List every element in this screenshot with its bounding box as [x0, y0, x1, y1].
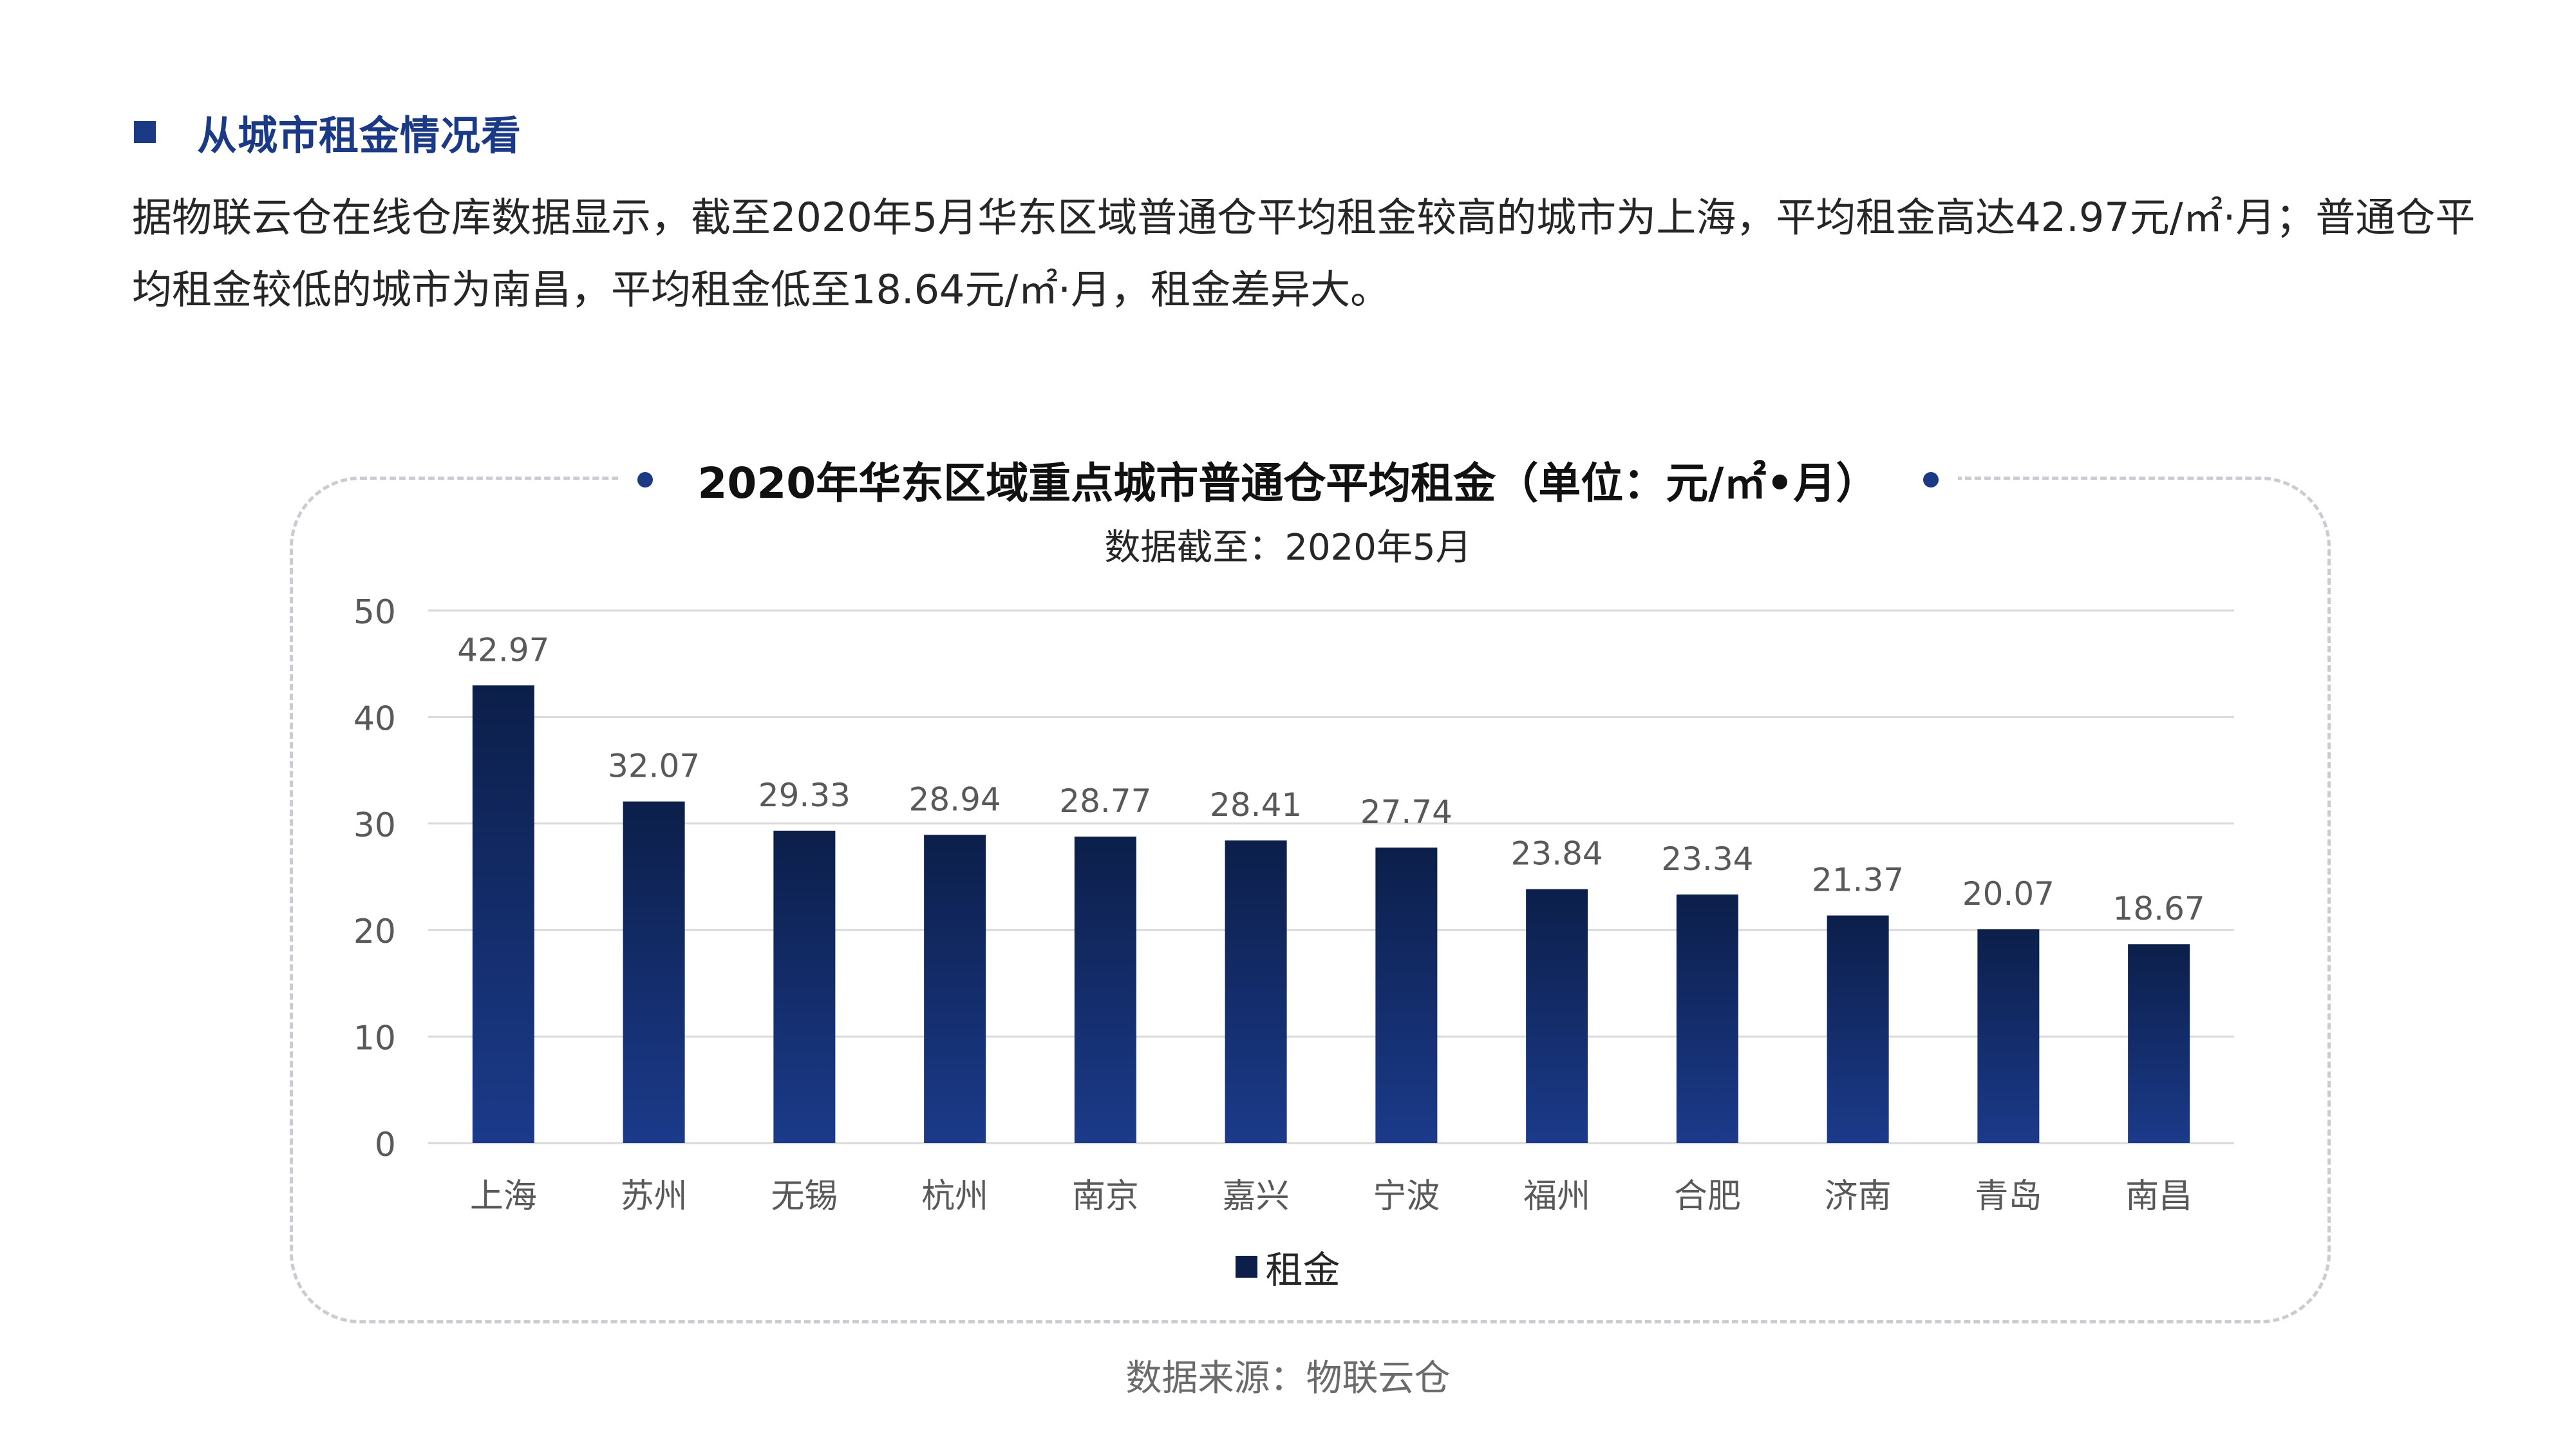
chart-title-row: 2020年华东区域重点城市普通仓平均租金（单位：元/㎡•月）: [0, 444, 2576, 515]
data-labels: 42.97 32.07 29.33 28.94 28.77 28.41 27.74 23.84…: [457, 631, 2205, 927]
x-tick-label: 合肥: [1674, 1177, 1741, 1216]
data-label: 42.97: [457, 631, 549, 668]
section-heading: 从城市租金情况看: [134, 103, 522, 161]
title-left-dot-icon: [637, 472, 653, 488]
x-tick-label: 上海: [470, 1177, 537, 1216]
source-note: 数据来源：物联云仓: [1125, 1358, 1451, 1399]
x-tick-label: 南昌: [2125, 1177, 2192, 1216]
bar: [1074, 837, 1136, 1143]
chart-subtitle: 数据截至：2020年5月: [1104, 527, 1472, 569]
bar: [1676, 894, 1738, 1143]
bar: [924, 835, 986, 1143]
bar: [1225, 840, 1287, 1143]
x-tick-label: 嘉兴: [1223, 1177, 1290, 1216]
data-label: 23.84: [1511, 835, 1603, 873]
data-label: 23.34: [1661, 840, 1753, 878]
heading-bullet-icon: [134, 121, 156, 143]
x-tick-label: 宁波: [1373, 1177, 1440, 1216]
x-tick-label: 苏州: [621, 1177, 688, 1216]
bar: [2128, 944, 2190, 1143]
y-tick-label: 40: [353, 699, 396, 738]
data-label: 32.07: [608, 748, 700, 785]
legend-label: 租金: [1265, 1248, 1340, 1292]
data-label: 28.41: [1210, 786, 1302, 824]
y-axis-ticks: 0 10 20 30 40 50: [353, 593, 396, 1164]
bar: [773, 830, 836, 1143]
bar: [623, 801, 685, 1143]
title-right-dot-icon: [1923, 472, 1939, 488]
x-tick-label: 南京: [1072, 1177, 1139, 1216]
gridlines: [428, 609, 2234, 1144]
data-label: 27.74: [1360, 793, 1453, 831]
x-tick-label: 福州: [1523, 1177, 1590, 1216]
data-label: 29.33: [758, 777, 851, 814]
legend-swatch: [1236, 1256, 1258, 1278]
bars: [472, 685, 2190, 1143]
data-label: 20.07: [1962, 875, 2054, 913]
x-tick-label: 杭州: [921, 1177, 988, 1216]
bar: [1375, 848, 1438, 1143]
y-tick-label: 0: [375, 1126, 396, 1164]
intro-paragraph: 据物联云仓在线仓库数据显示，截至2020年5月华东区域普通仓平均租金较高的城市为…: [132, 194, 2476, 313]
data-label: 28.94: [909, 781, 1001, 818]
y-tick-label: 50: [353, 593, 396, 632]
chart-legend: 租金: [0, 1240, 2576, 1294]
x-tick-label: 青岛: [1975, 1177, 2042, 1216]
bar: [1827, 915, 1889, 1143]
chart-title: 2020年华东区域重点城市普通仓平均租金（单位：元/㎡•月）: [697, 459, 1879, 508]
bar: [1526, 889, 1588, 1143]
y-tick-label: 20: [353, 913, 396, 951]
y-tick-label: 30: [353, 806, 396, 845]
heading-text: 从城市租金情况看: [197, 112, 522, 159]
bar: [472, 685, 534, 1143]
data-label: 18.67: [2113, 890, 2205, 927]
data-label: 28.77: [1059, 782, 1151, 820]
bar: [1977, 929, 2040, 1143]
data-label: 21.37: [1812, 862, 1904, 899]
y-tick-label: 10: [353, 1019, 396, 1058]
x-axis-ticks: 上海 苏州 无锡 杭州 南京 嘉兴 宁波 福州 合肥 济南 青岛 南昌: [470, 1177, 2192, 1216]
x-tick-label: 无锡: [771, 1177, 838, 1216]
x-tick-label: 济南: [1825, 1177, 1892, 1216]
